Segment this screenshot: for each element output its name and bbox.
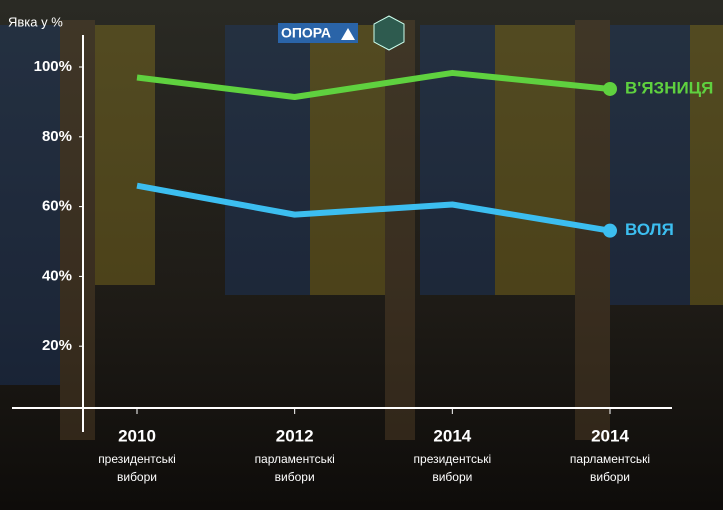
- y-axis-label: Явка у %: [8, 14, 63, 29]
- y-tick-label: 60%: [42, 198, 72, 215]
- x-tick-label: 2014: [591, 426, 629, 445]
- x-tick-subtitle: парламентські: [570, 452, 650, 466]
- logo-box: [278, 23, 358, 43]
- x-tick-subtitle: вибори: [117, 470, 157, 484]
- x-tick-label: 2012: [276, 426, 314, 445]
- x-tick-subtitle: вибори: [275, 470, 315, 484]
- photo-curtains: [0, 20, 723, 440]
- end-marker: [603, 81, 617, 96]
- x-tick-subtitle: вибори: [432, 470, 472, 484]
- x-tick-subtitle: парламентські: [255, 452, 335, 466]
- series-label: В'ЯЗНИЦЯ: [625, 78, 713, 97]
- y-tick-label: 20%: [42, 337, 72, 354]
- end-marker: [603, 223, 617, 238]
- x-tick-subtitle: вибори: [590, 470, 630, 484]
- series-line: [136, 182, 611, 234]
- x-tick-label: 2014: [433, 426, 471, 445]
- logo-icon: [341, 28, 355, 40]
- x-tick-label: 2010: [118, 426, 156, 445]
- x-tick-subtitle: президентські: [98, 452, 176, 466]
- series-line: [136, 69, 611, 101]
- x-tick-subtitle: президентські: [414, 452, 492, 466]
- series-label: ВОЛЯ: [625, 220, 674, 239]
- logo-text: ОПОРА: [281, 25, 331, 41]
- y-tick-label: 40%: [42, 267, 72, 284]
- logo-badge: [373, 15, 405, 51]
- y-tick-label: 80%: [42, 128, 72, 145]
- y-tick-label: 100%: [34, 58, 72, 75]
